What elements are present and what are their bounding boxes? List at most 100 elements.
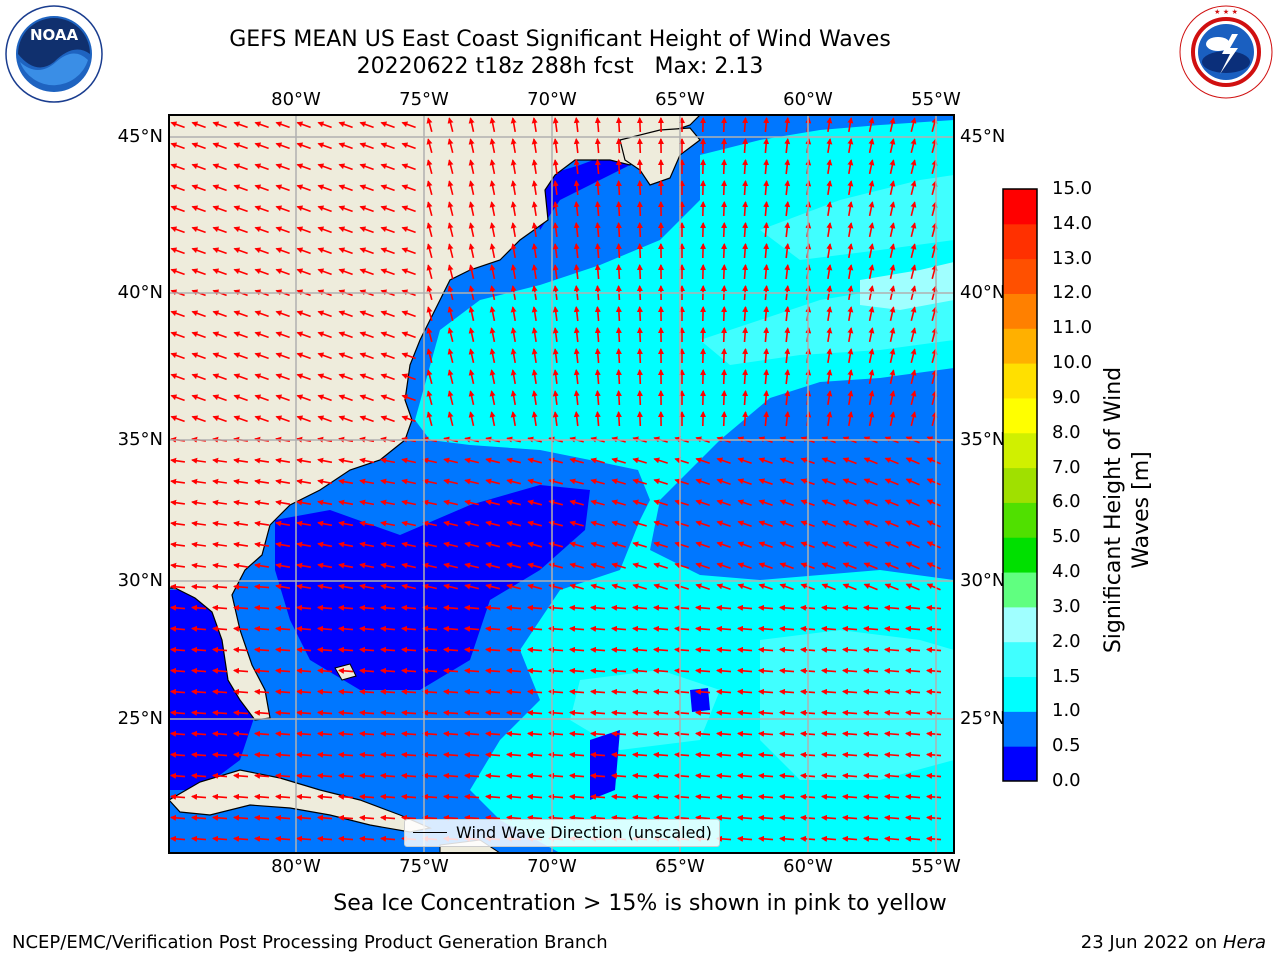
wave-direction-arrow — [931, 306, 938, 322]
sea-ice-note: Sea Ice Concentration > 15% is shown in … — [333, 891, 947, 916]
wave-direction-arrow — [695, 478, 710, 485]
wave-direction-arrow — [784, 348, 791, 364]
wave-direction-arrow — [485, 730, 501, 737]
wave-direction-arrow — [422, 730, 438, 737]
wave-direction-arrow — [910, 138, 917, 153]
wave-direction-arrow — [254, 625, 270, 632]
wave-direction-arrow — [359, 373, 374, 381]
wave-direction-arrow — [931, 369, 938, 385]
wave-direction-arrow — [695, 520, 710, 527]
wave-direction-arrow — [926, 562, 941, 570]
wave-direction-arrow — [905, 730, 921, 737]
wave-direction-arrow — [296, 562, 312, 569]
wave-direction-arrow — [275, 667, 291, 674]
colorbar-tick-label: 4.0 — [1052, 561, 1081, 583]
wave-direction-arrow — [779, 541, 794, 549]
wave-direction-arrow — [868, 138, 875, 154]
wave-direction-arrow — [380, 751, 396, 758]
wave-direction-arrow — [615, 390, 622, 406]
wave-direction-arrow — [742, 369, 749, 385]
wave-direction-arrow — [611, 604, 627, 611]
wave-direction-arrow — [742, 264, 749, 280]
colorbar-segment — [1003, 502, 1037, 538]
wave-direction-arrow — [615, 327, 622, 343]
wave-direction-arrow — [695, 625, 711, 632]
wave-direction-arrow — [931, 348, 938, 364]
wave-direction-arrow — [380, 772, 396, 779]
wave-direction-arrow — [653, 604, 669, 611]
wave-direction-arrow — [510, 243, 517, 259]
wave-direction-arrow — [863, 457, 878, 465]
wave-direction-arrow — [359, 142, 374, 150]
wave-direction-arrow — [296, 583, 312, 590]
wave-direction-arrow — [716, 478, 731, 485]
wave-direction-arrow — [573, 390, 580, 406]
wave-direction-arrow — [737, 478, 752, 486]
wave-direction-arrow — [191, 310, 206, 318]
wave-direction-arrow — [170, 247, 185, 255]
wave-direction-arrow — [447, 264, 454, 279]
wave-direction-arrow — [868, 201, 875, 217]
wave-direction-arrow — [884, 646, 900, 653]
wave-direction-arrow — [422, 499, 437, 506]
wave-direction-arrow — [611, 541, 626, 548]
wave-direction-arrow — [489, 243, 496, 259]
wave-direction-arrow — [510, 390, 517, 406]
wave-direction-arrow — [489, 369, 496, 385]
wave-direction-arrow — [590, 478, 605, 485]
wave-direction-arrow — [380, 415, 395, 423]
wave-direction-arrow — [401, 730, 417, 737]
wave-direction-arrow — [443, 730, 459, 737]
wave-direction-arrow — [296, 331, 311, 339]
wave-direction-arrow — [233, 751, 249, 758]
wave-direction-arrow — [695, 688, 711, 695]
wave-direction-arrow — [594, 369, 601, 385]
wave-direction-arrow — [359, 478, 375, 485]
wave-direction-arrow — [510, 411, 517, 427]
wave-direction-arrow — [594, 222, 601, 238]
wave-direction-arrow — [443, 709, 459, 716]
wave-direction-arrow — [742, 348, 749, 364]
wave-direction-arrow — [510, 201, 517, 217]
wave-direction-arrow — [317, 751, 333, 758]
wave-direction-arrow — [296, 604, 312, 611]
wave-direction-arrow — [191, 772, 207, 779]
longitude-label-top: 60°W — [783, 89, 833, 110]
wave-direction-arrow — [884, 688, 900, 695]
wave-direction-arrow — [359, 184, 374, 192]
wave-direction-arrow — [636, 390, 643, 406]
wave-direction-arrow — [426, 180, 433, 196]
wave-direction-arrow — [737, 541, 752, 549]
wave-direction-arrow — [510, 159, 517, 175]
wave-direction-arrow — [569, 667, 585, 674]
wave-direction-arrow — [254, 226, 269, 234]
wave-direction-arrow — [170, 331, 185, 339]
wave-direction-arrow — [254, 667, 270, 674]
wave-direction-arrow — [826, 243, 833, 259]
wave-direction-arrow — [338, 499, 354, 506]
wave-direction-arrow — [573, 327, 580, 343]
wave-direction-arrow — [590, 751, 606, 758]
wave-direction-arrow — [506, 478, 521, 485]
wave-direction-arrow — [254, 205, 269, 213]
wave-direction-arrow — [359, 331, 374, 339]
wave-direction-arrow — [338, 310, 353, 318]
wave-direction-arrow — [443, 499, 458, 506]
wave-direction-arrow — [380, 373, 395, 381]
wave-direction-arrow — [737, 730, 753, 737]
wave-direction-arrow — [721, 264, 728, 280]
wave-direction-arrow — [485, 646, 501, 653]
wave-direction-arrow — [847, 264, 854, 280]
wave-direction-arrow — [636, 306, 643, 322]
wave-direction-arrow — [464, 646, 480, 653]
wave-direction-arrow — [338, 457, 354, 464]
wave-direction-arrow — [758, 520, 773, 528]
wave-direction-arrow — [447, 327, 454, 342]
wave-direction-arrow — [443, 772, 459, 779]
wave-direction-arrow — [401, 667, 417, 674]
wave-direction-arrow — [826, 369, 833, 385]
wave-direction-arrow — [212, 142, 227, 150]
wave-direction-arrow — [426, 138, 433, 154]
wave-direction-arrow — [380, 142, 395, 150]
wave-direction-arrow — [191, 121, 206, 129]
